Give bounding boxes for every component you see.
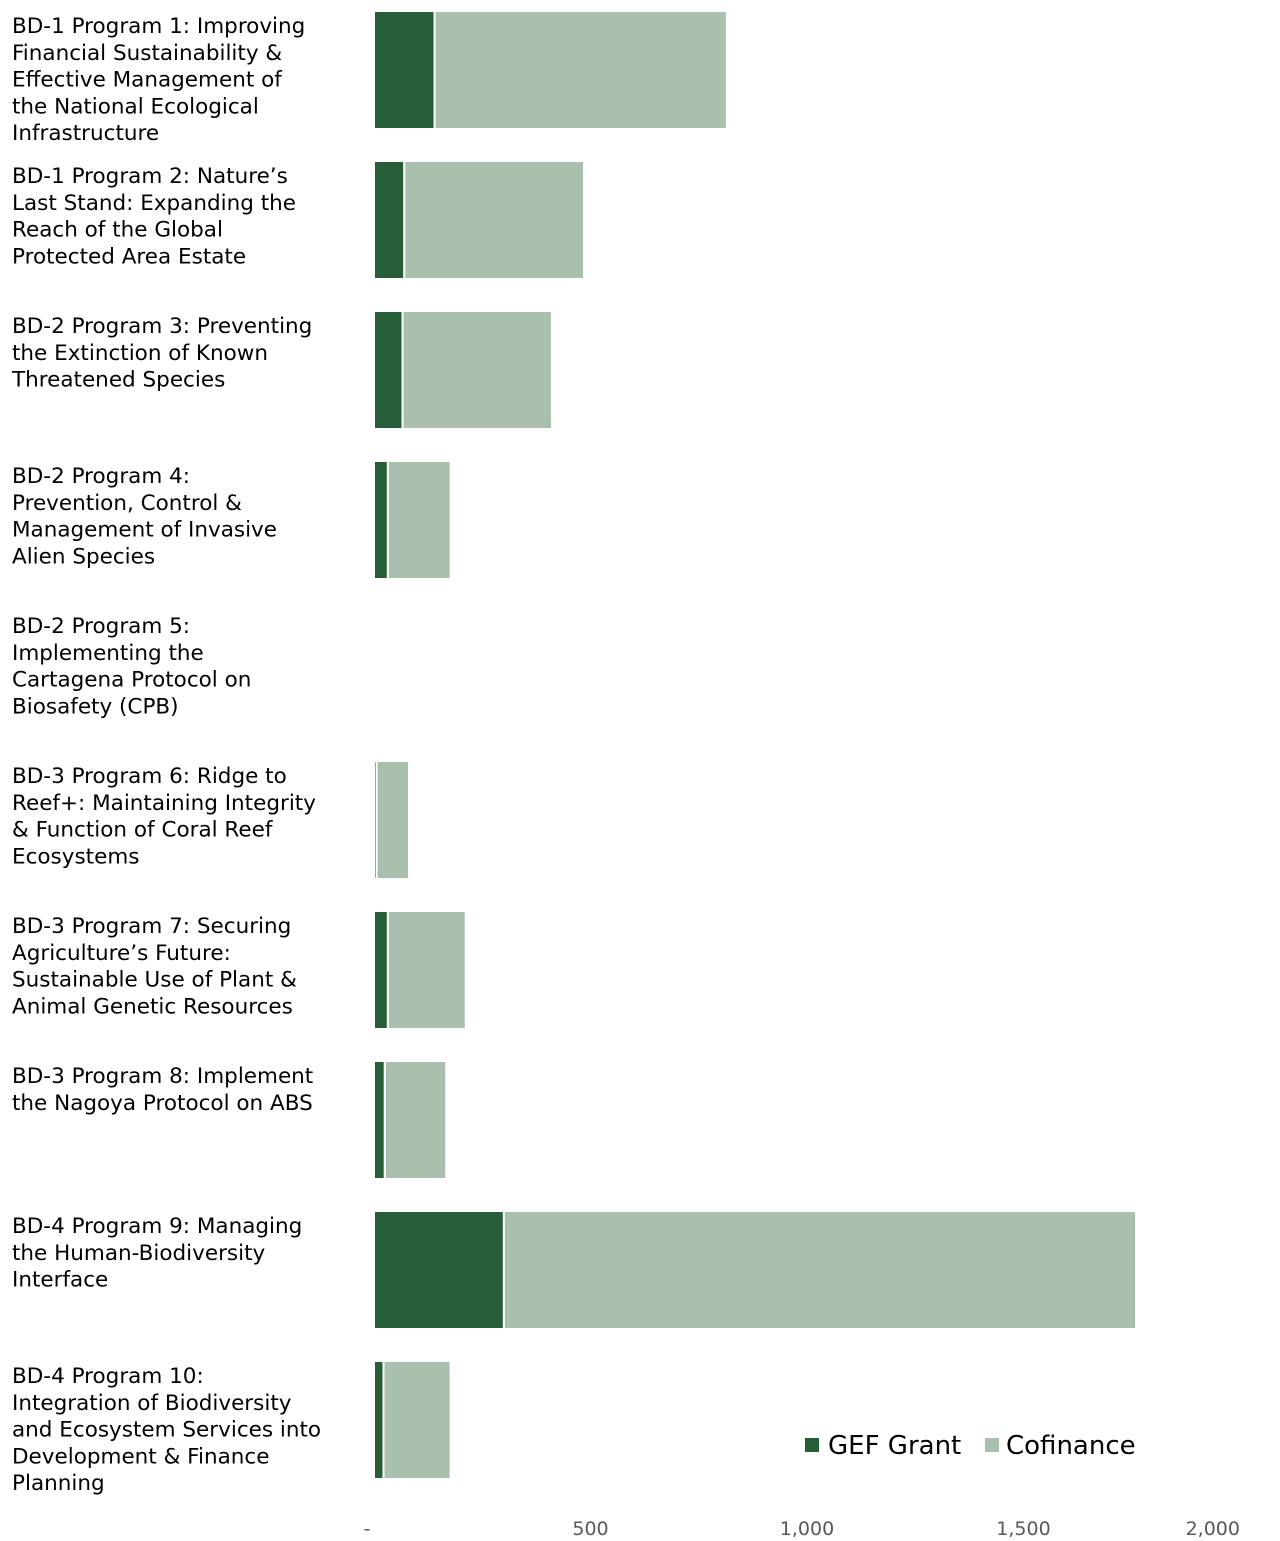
- bar-cofinance: [386, 460, 452, 580]
- category-label-line: BD-3 Program 8: Implement: [12, 1064, 313, 1089]
- x-tick-label: 500: [572, 1518, 608, 1540]
- bar-gef-grant: [373, 1210, 505, 1330]
- bar-cofinance: [375, 760, 411, 880]
- category-label-line: BD-1 Program 1: Improving: [12, 14, 305, 39]
- bar-cofinance: [386, 910, 467, 1030]
- category-label: BD-1 Program 1: Improving Financial Susta…: [12, 14, 305, 146]
- legend-label-gef-grant: GEF Grant: [828, 1431, 961, 1461]
- category-label: BD-3 Program 6: Ridge to Reef+: Maintaini…: [12, 764, 316, 869]
- category-label: BD-3 Program 8: Implement the Nagoya Prot…: [12, 1064, 313, 1116]
- category-label-line: BD-2 Program 5:: [12, 614, 190, 639]
- category-label-line: Interface: [12, 1268, 108, 1293]
- category-labels: BD-1 Program 1: Improving Financial Susta…: [11, 14, 321, 1496]
- category-label-line: Last Stand: Expanding the: [12, 191, 296, 216]
- category-label-line: Integration of Biodiversity: [12, 1391, 292, 1416]
- category-label-line: the Extinction of Known: [12, 341, 268, 366]
- category-label: BD-3 Program 7: Securing Agriculture’s Fu…: [12, 914, 297, 1019]
- legend-swatch-gef-grant: [805, 1438, 819, 1452]
- bars: [373, 10, 1138, 1480]
- category-label-line: and Ecosystem Services into: [12, 1418, 321, 1443]
- bar-gef-grant: [373, 910, 389, 1030]
- category-label-line: Agriculture’s Future:: [12, 941, 231, 966]
- category-label-line: the Human-Biodiversity: [12, 1241, 266, 1266]
- category-label: BD-2 Program 5: Implementing the Cartagena…: [12, 614, 251, 719]
- category-label-line: Animal Genetic Resources: [12, 994, 293, 1019]
- category-label-line: Prevention, Control &: [12, 491, 242, 516]
- category-label-line: Protected Area Estate: [12, 244, 246, 269]
- category-label-line: BD-2 Program 3: Preventing: [12, 314, 312, 339]
- x-axis: - 500 1,000 1,500 2,000: [364, 1518, 1240, 1540]
- x-tick-label: 2,000: [1186, 1518, 1240, 1540]
- category-label-line: Planning: [12, 1471, 105, 1496]
- bar-gef-grant: [373, 160, 406, 280]
- category-label: BD-2 Program 3: Preventing the Extinction…: [11, 314, 312, 393]
- category-label-line: BD-4 Program 9: Managing: [12, 1214, 302, 1239]
- legend-label-cofinance: Cofinance: [1006, 1431, 1136, 1461]
- category-label-line: BD-3 Program 7: Securing: [12, 914, 291, 939]
- bar-cofinance: [383, 1060, 448, 1180]
- category-label-line: Cartagena Protocol on: [12, 668, 251, 693]
- category-label: BD-4 Program 9: Managing the Human-Biodiv…: [12, 1214, 302, 1293]
- category-label-line: Management of Invasive: [12, 518, 277, 543]
- category-label-line: Financial Sustainability &: [12, 41, 282, 66]
- bar-cofinance: [401, 310, 553, 430]
- bar-gef-grant: [373, 10, 436, 130]
- legend: GEF Grant Cofinance: [805, 1431, 1136, 1461]
- category-label-line: Sustainable Use of Plant &: [12, 968, 297, 993]
- legend-swatch-cofinance: [985, 1438, 999, 1452]
- x-tick-label: 1,500: [996, 1518, 1050, 1540]
- bar-cofinance: [403, 160, 586, 280]
- category-label-line: Reef+: Maintaining Integrity: [12, 791, 316, 816]
- category-label: BD-1 Program 2: Nature’s Last Stand: Expa…: [12, 164, 296, 269]
- bar-gef-grant: [373, 1060, 386, 1180]
- category-label-line: Biosafety (CPB): [12, 694, 179, 719]
- category-label-line: BD-3 Program 6: Ridge to: [12, 764, 287, 789]
- category-label-line: BD-1 Program 2: Nature’s: [12, 164, 288, 189]
- x-tick-label: -: [364, 1518, 371, 1540]
- category-label-line: Threatened Species: [11, 368, 225, 393]
- category-label: BD-4 Program 10: Integration of Biodivers…: [12, 1364, 321, 1496]
- bar-gef-grant: [373, 1360, 385, 1480]
- category-label-line: the National Ecological: [12, 94, 259, 119]
- category-label-line: BD-2 Program 4:: [12, 464, 190, 489]
- category-label-line: Ecosystems: [12, 844, 140, 869]
- bar-gef-grant: [373, 460, 389, 580]
- category-label-line: Development & Finance: [12, 1444, 269, 1469]
- bar-cofinance: [433, 10, 728, 130]
- bar-cofinance: [373, 610, 377, 730]
- bar-cofinance: [502, 1210, 1138, 1330]
- bar-cofinance: [382, 1360, 452, 1480]
- category-label-line: Alien Species: [12, 544, 155, 569]
- category-label-line: Effective Management of: [12, 68, 282, 93]
- category-label-line: & Function of Coral Reef: [12, 818, 273, 843]
- category-label: BD-2 Program 4: Prevention, Control & Mana…: [12, 464, 277, 569]
- x-tick-label: 1,000: [780, 1518, 834, 1540]
- category-label-line: the Nagoya Protocol on ABS: [12, 1091, 313, 1116]
- category-label-line: BD-4 Program 10:: [12, 1364, 204, 1389]
- category-label-line: Infrastructure: [12, 121, 159, 146]
- bar-gef-grant: [373, 310, 404, 430]
- category-label-line: Implementing the: [12, 641, 204, 666]
- category-label-line: Reach of the Global: [12, 218, 223, 243]
